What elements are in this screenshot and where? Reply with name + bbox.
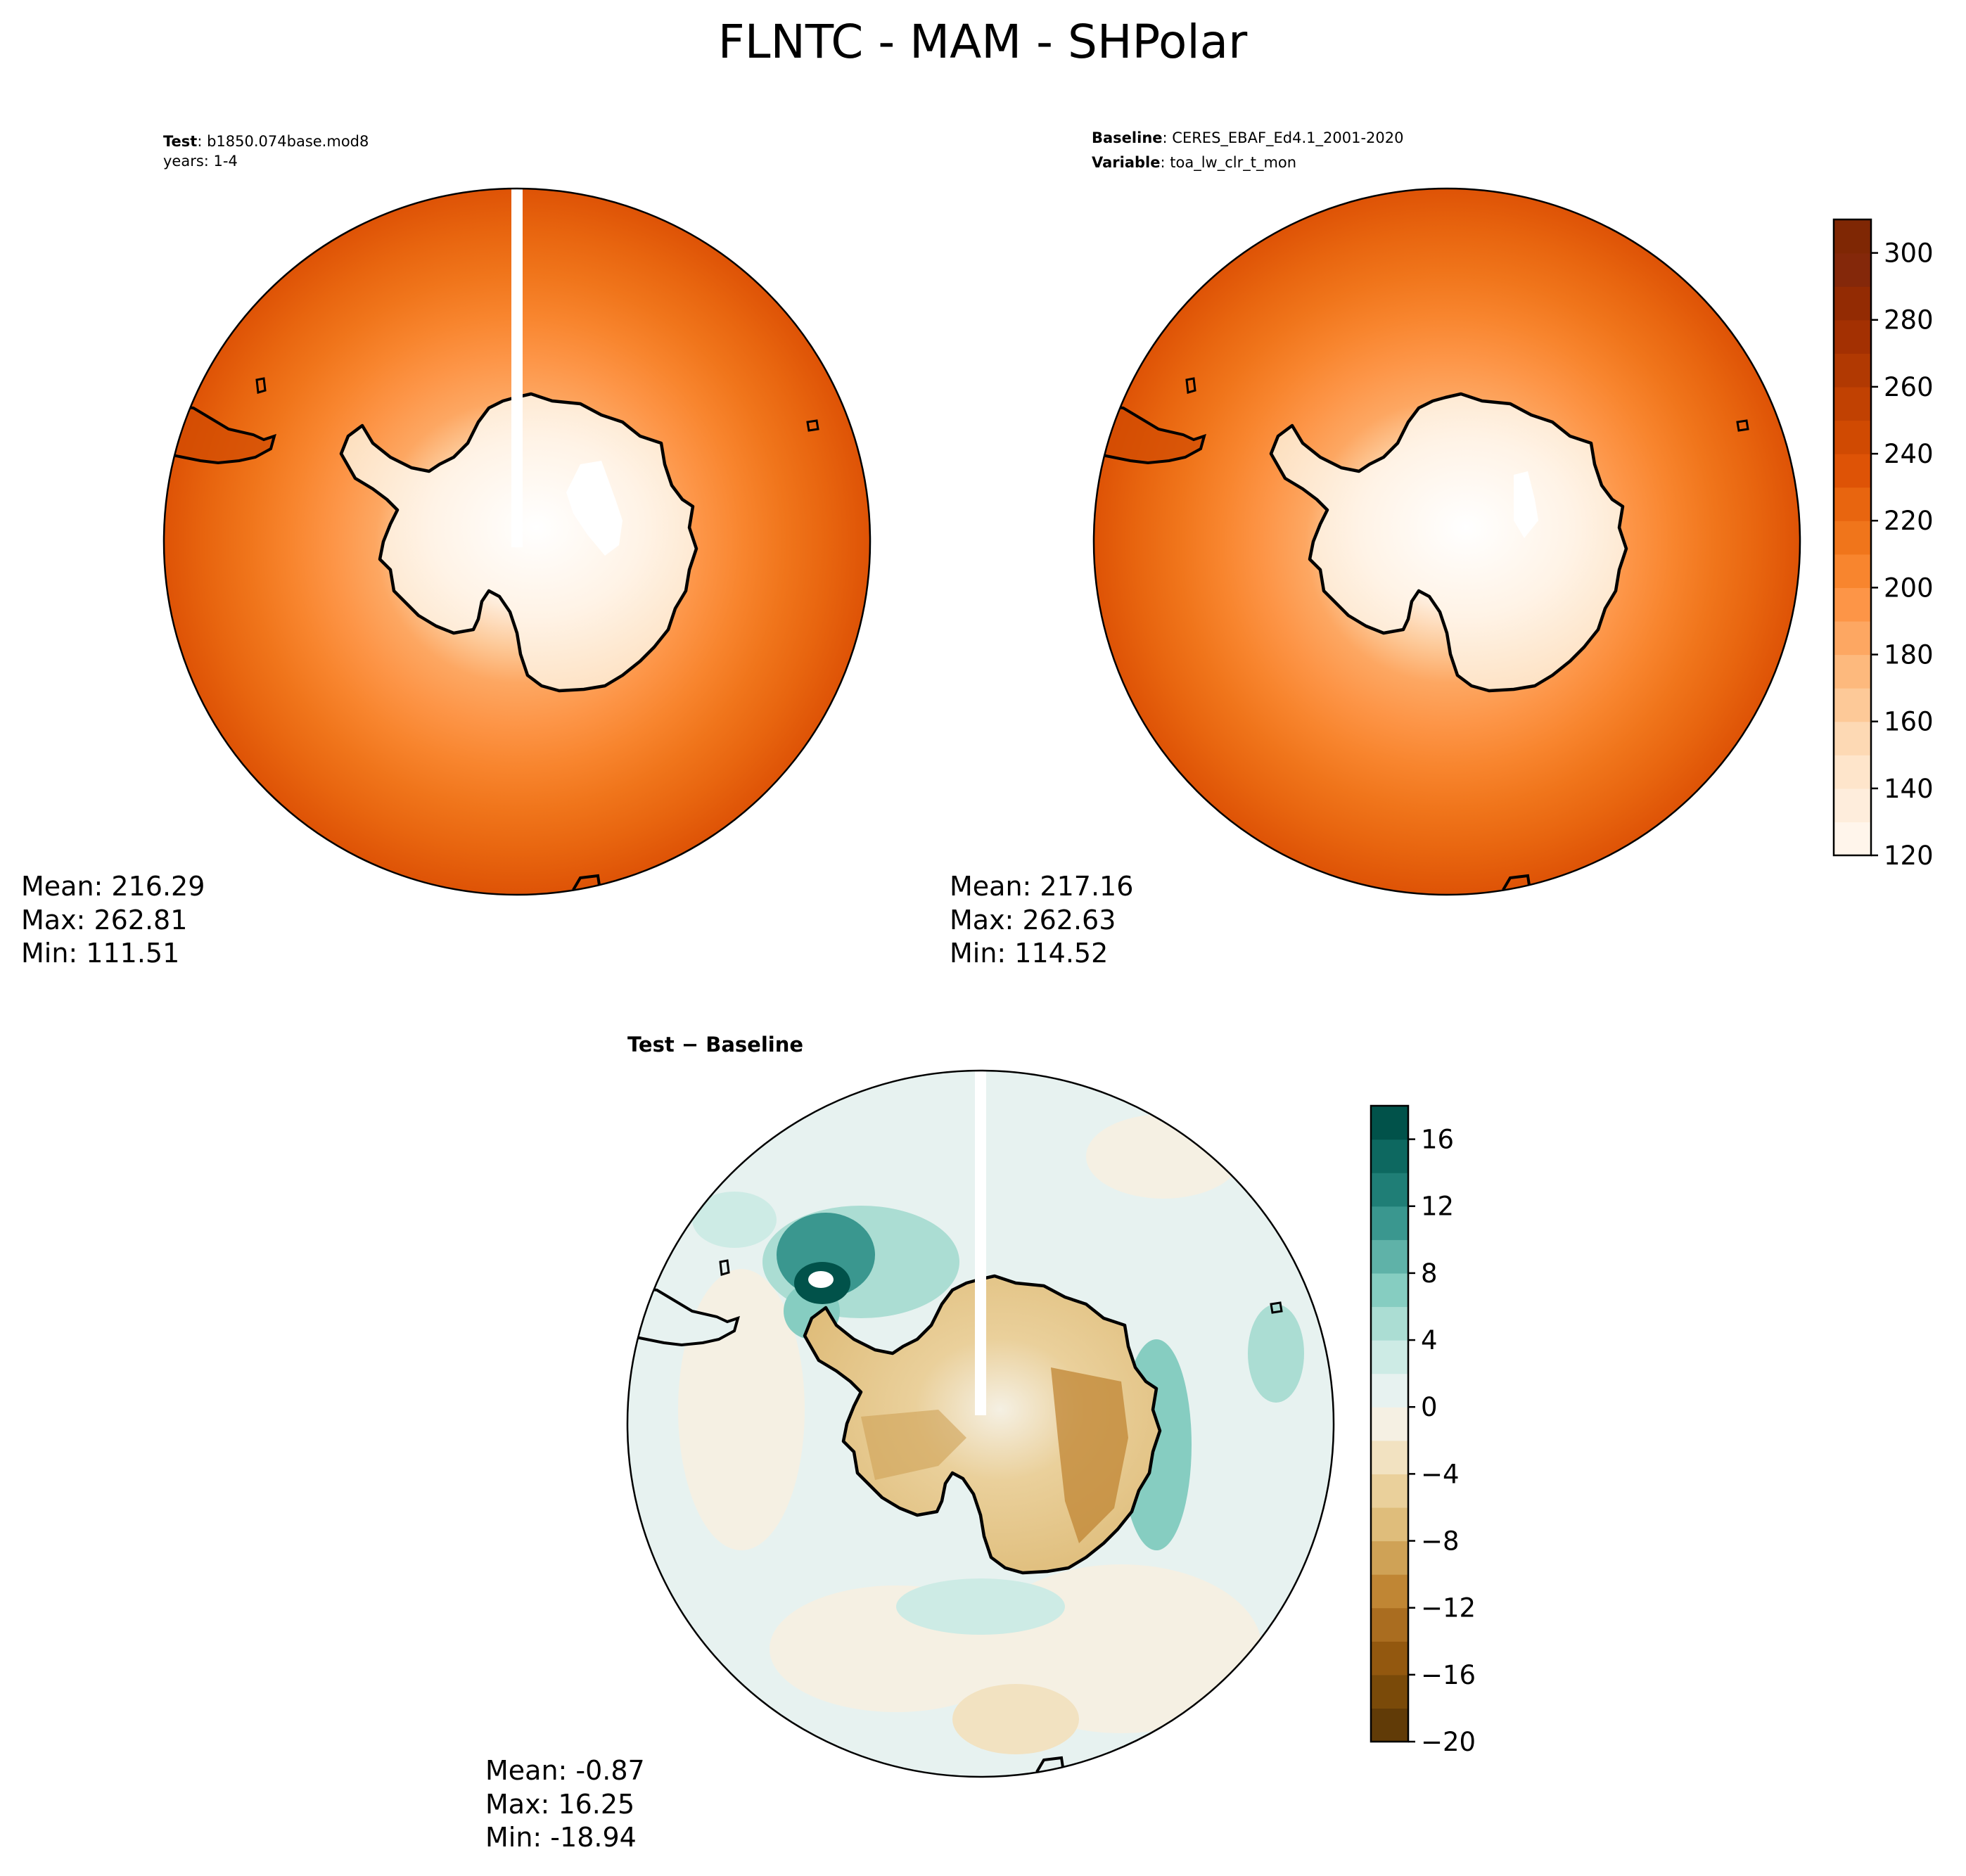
diff-colorbar-segment xyxy=(1371,1139,1408,1173)
diff-colorbar-segment xyxy=(1371,1206,1408,1240)
diff-map xyxy=(627,1071,1334,1777)
test-map xyxy=(164,189,870,895)
main-colorbar-segment xyxy=(1834,788,1871,823)
main-colorbar-tick-label: 180 xyxy=(1884,640,1934,670)
main-colorbar-tick-label: 300 xyxy=(1884,238,1934,269)
test-panel: Test: b1850.074base.mod8 years: 1-4 Mean… xyxy=(21,133,872,969)
diff-colorbar: −20 −16 −12 −8 −4 0 4 8 12 16 xyxy=(1370,1104,1476,1757)
diff-colorbar-segment xyxy=(1371,1106,1408,1140)
main-colorbar-segment xyxy=(1834,420,1871,454)
diff-colorbar-segment xyxy=(1371,1641,1408,1676)
main-colorbar-segment xyxy=(1834,386,1871,421)
main-colorbar-segment xyxy=(1834,219,1871,254)
diff-colorbar-segment xyxy=(1371,1540,1408,1575)
diff-colorbar-segment xyxy=(1371,1507,1408,1542)
main-colorbar-segment xyxy=(1834,822,1871,856)
diff-colorbar-tick-label: 4 xyxy=(1421,1325,1438,1355)
diff-colorbar-tick-label: 16 xyxy=(1421,1125,1454,1155)
diff-mean: Mean: -0.87 xyxy=(485,1755,645,1786)
main-colorbar: 120 140 160 180 200 220 240 260 280 300 xyxy=(1832,218,1934,871)
main-colorbar-segment xyxy=(1834,487,1871,521)
diff-colorbar-segment xyxy=(1371,1574,1408,1609)
diff-colorbar-tick-label: −12 xyxy=(1421,1593,1476,1623)
diff-colorbar-segment xyxy=(1371,1674,1408,1709)
test-max: Max: 262.81 xyxy=(21,905,187,936)
diff-colorbar-segment xyxy=(1371,1474,1408,1508)
diff-min: Min: -18.94 xyxy=(485,1822,637,1853)
diff-colorbar-segment xyxy=(1371,1708,1408,1742)
main-colorbar-tick-label: 280 xyxy=(1884,305,1934,336)
diff-colorbar-tick-label: −8 xyxy=(1421,1526,1460,1557)
baseline-stats: Mean: 217.16 Max: 262.63 Min: 114.52 xyxy=(950,871,1133,969)
main-colorbar-tick-label: 240 xyxy=(1884,439,1934,469)
baseline-map xyxy=(1094,189,1800,895)
diff-stats: Mean: -0.87 Max: 16.25 Min: -18.94 xyxy=(485,1755,645,1853)
main-colorbar-tick-label: 200 xyxy=(1884,573,1934,603)
baseline-variable: Variable: toa_lw_clr_t_mon xyxy=(1092,154,1296,172)
main-colorbar-segment xyxy=(1834,454,1871,488)
diff-colorbar-tick-label: 12 xyxy=(1421,1192,1454,1222)
main-colorbar-tick-label: 260 xyxy=(1884,372,1934,402)
main-colorbar-tick-label: 140 xyxy=(1884,774,1934,804)
diff-colorbar-segment xyxy=(1371,1373,1408,1408)
main-colorbar-segment xyxy=(1834,554,1871,588)
diff-colorbar-segment xyxy=(1371,1607,1408,1642)
test-label: Test: b1850.074base.mod8 xyxy=(163,133,369,150)
main-colorbar-segment xyxy=(1834,286,1871,321)
main-colorbar-segment xyxy=(1834,587,1871,622)
diff-colorbar-segment xyxy=(1371,1239,1408,1274)
test-mean: Mean: 216.29 xyxy=(21,871,205,902)
test-years: years: 1-4 xyxy=(163,153,238,170)
main-colorbar-segment xyxy=(1834,521,1871,555)
main-colorbar-frame xyxy=(1832,218,1872,857)
diff-colorbar-tick-label: 8 xyxy=(1421,1258,1438,1289)
main-colorbar-tick-label: 120 xyxy=(1884,841,1934,871)
figure-title: FLNTC - MAM - SHPolar xyxy=(718,15,1248,69)
test-map-border xyxy=(162,187,872,896)
main-colorbar-segment xyxy=(1834,253,1871,287)
test-min: Min: 111.51 xyxy=(21,938,179,969)
main-colorbar-segment xyxy=(1834,688,1871,722)
main-colorbar-segment xyxy=(1834,620,1871,656)
diff-panel: Test − Baseline xyxy=(485,1033,1335,1853)
diff-colorbar-segment xyxy=(1371,1306,1408,1341)
baseline-mean: Mean: 217.16 xyxy=(950,871,1133,902)
diff-colorbar-segment xyxy=(1371,1340,1408,1374)
baseline-map-border xyxy=(1092,187,1801,896)
diff-colorbar-segment xyxy=(1371,1407,1408,1441)
main-colorbar-segment xyxy=(1834,654,1871,689)
baseline-max: Max: 262.63 xyxy=(950,905,1116,936)
diff-map-border xyxy=(626,1069,1335,1778)
main-colorbar-tick-label: 160 xyxy=(1884,707,1934,737)
diff-colorbar-segment xyxy=(1371,1173,1408,1207)
main-colorbar-segment xyxy=(1834,353,1871,388)
diff-colorbar-tick-label: −4 xyxy=(1421,1459,1460,1489)
main-colorbar-segment xyxy=(1834,319,1871,354)
baseline-label: Baseline: CERES_EBAF_Ed4.1_2001-2020 xyxy=(1092,129,1403,147)
diff-colorbar-frame xyxy=(1370,1104,1410,1743)
baseline-min: Min: 114.52 xyxy=(950,938,1108,969)
diff-max: Max: 16.25 xyxy=(485,1789,634,1820)
diff-colorbar-segment xyxy=(1371,1440,1408,1474)
main-colorbar-tick-label: 220 xyxy=(1884,506,1934,536)
main-colorbar-segment xyxy=(1834,721,1871,755)
diff-colorbar-tick-label: −20 xyxy=(1421,1727,1476,1757)
diff-colorbar-tick-label: −16 xyxy=(1421,1660,1476,1690)
main-colorbar-segment xyxy=(1834,755,1871,789)
diff-title: Test − Baseline xyxy=(627,1033,803,1057)
diff-colorbar-tick-label: 0 xyxy=(1421,1392,1438,1422)
diff-colorbar-segment xyxy=(1371,1272,1408,1308)
baseline-panel: Baseline: CERES_EBAF_Ed4.1_2001-2020 Var… xyxy=(950,129,1801,969)
test-stats: Mean: 216.29 Max: 262.81 Min: 111.51 xyxy=(21,871,205,969)
